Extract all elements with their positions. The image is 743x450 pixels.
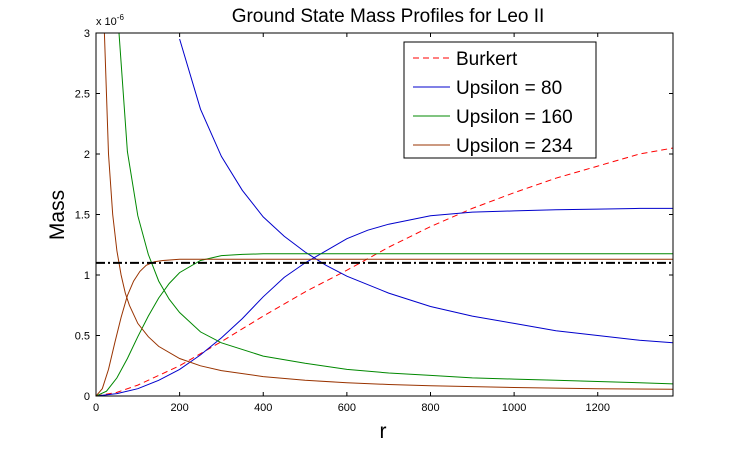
series-line-burkert: [96, 147, 673, 396]
x-tick-label: 0: [93, 402, 99, 414]
x-tick-label: 1200: [585, 402, 609, 414]
series-line-upsilon-80: [96, 207, 673, 396]
legend-label-burkert: Burkert: [456, 49, 518, 70]
plot-frame: [95, 32, 674, 397]
series-layer: [96, 33, 673, 396]
legend-label-upsilon-160: Upsilon = 160: [456, 107, 573, 128]
y-tick-label: 0.5: [75, 331, 90, 343]
series-line-upsilon-160: [96, 253, 673, 396]
x-tick-label: 1000: [502, 402, 526, 414]
x-tick-label: 800: [421, 402, 439, 414]
series-line-upsilon-234: [96, 258, 673, 396]
chart-title: Ground State Mass Profiles for Leo II: [232, 6, 545, 27]
y-tick-label: 1: [84, 270, 90, 282]
series-line-upsilon-80-falling: [179, 38, 673, 344]
legend: Burkert Upsilon = 80 Upsilon = 160 Upsilon …: [403, 41, 597, 159]
legend-box: [403, 41, 597, 159]
x-tick-label: 600: [338, 402, 356, 414]
series-line-upsilon-160-falling: [118, 33, 673, 385]
legend-label-upsilon-234: Upsilon = 234: [456, 136, 573, 157]
axis-ticks: 0 200 400 600 800 1000 1200 0 0.5 1 1.5 2 2.5 3: [75, 28, 673, 414]
legend-label-upsilon-80: Upsilon = 80: [456, 78, 562, 99]
x-axis-label: r: [380, 420, 387, 443]
y-tick-label: 3: [84, 28, 90, 40]
y-tick-label: 0: [84, 391, 90, 403]
y-tick-label: 2.5: [75, 89, 90, 101]
x-tick-label: 200: [170, 402, 188, 414]
y-tick-label: 1.5: [75, 210, 90, 222]
x-tick-label: 400: [254, 402, 272, 414]
y-tick-label: 2: [84, 149, 90, 161]
y-axis-exponent-base: x 10-6: [96, 13, 124, 28]
y-axis-label: Mass: [46, 190, 69, 240]
series-line-upsilon-234-falling: [103, 33, 673, 390]
